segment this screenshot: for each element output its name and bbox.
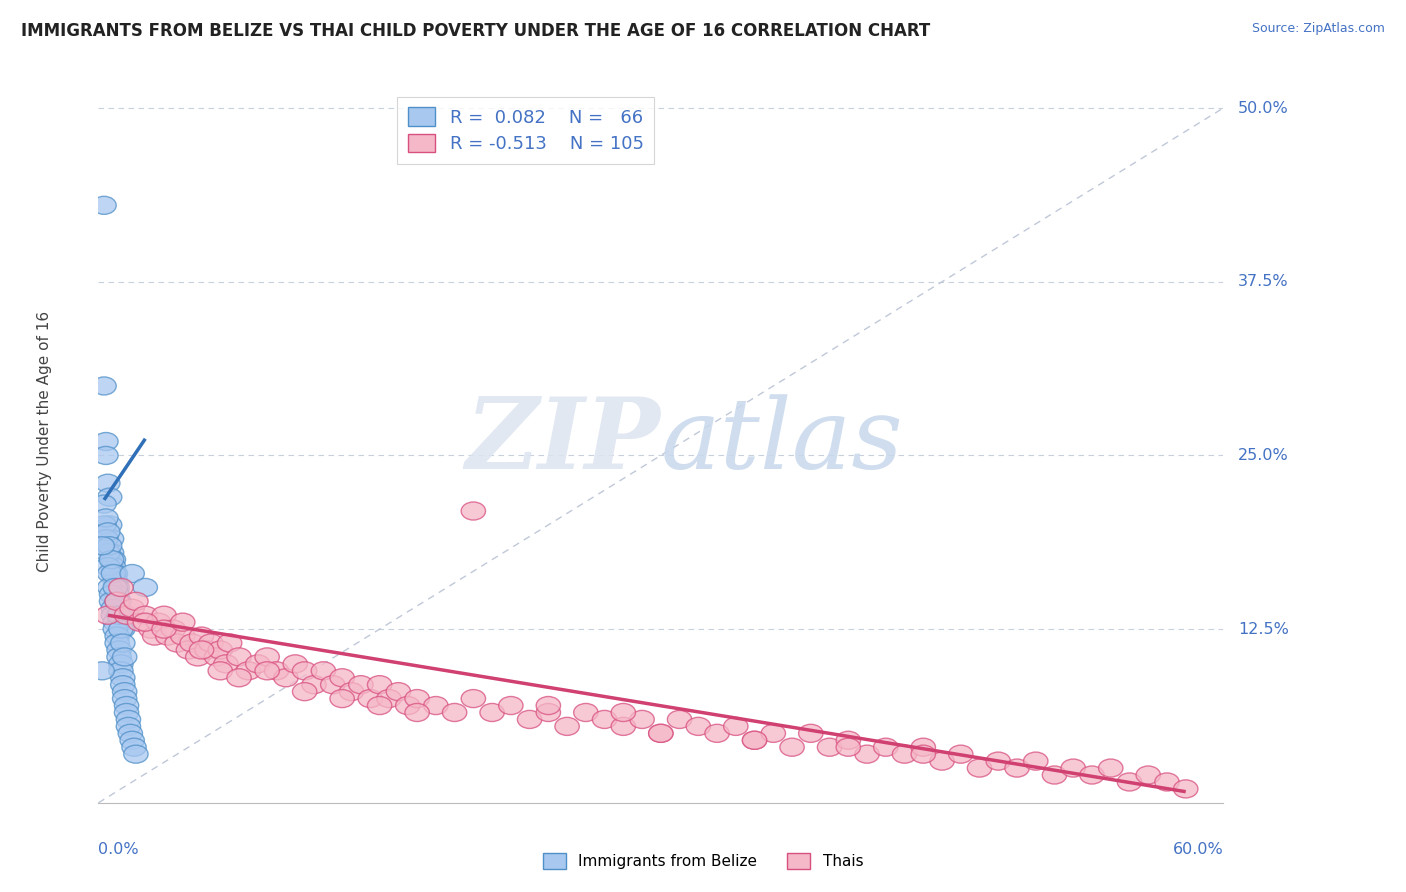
Text: 50.0%: 50.0%: [1239, 101, 1289, 116]
Text: ZIP: ZIP: [465, 393, 661, 490]
Legend: Immigrants from Belize, Thais: Immigrants from Belize, Thais: [537, 847, 869, 875]
Text: Child Poverty Under the Age of 16: Child Poverty Under the Age of 16: [37, 311, 52, 572]
Text: IMMIGRANTS FROM BELIZE VS THAI CHILD POVERTY UNDER THE AGE OF 16 CORRELATION CHA: IMMIGRANTS FROM BELIZE VS THAI CHILD POV…: [21, 22, 931, 40]
Text: Source: ZipAtlas.com: Source: ZipAtlas.com: [1251, 22, 1385, 36]
Text: 12.5%: 12.5%: [1239, 622, 1289, 637]
Text: 60.0%: 60.0%: [1173, 842, 1223, 856]
Text: atlas: atlas: [661, 394, 904, 489]
Text: 25.0%: 25.0%: [1239, 448, 1289, 463]
Text: 37.5%: 37.5%: [1239, 274, 1289, 289]
Text: 0.0%: 0.0%: [98, 842, 139, 856]
Legend: R =  0.082    N =   66, R = -0.513    N = 105: R = 0.082 N = 66, R = -0.513 N = 105: [398, 96, 654, 164]
